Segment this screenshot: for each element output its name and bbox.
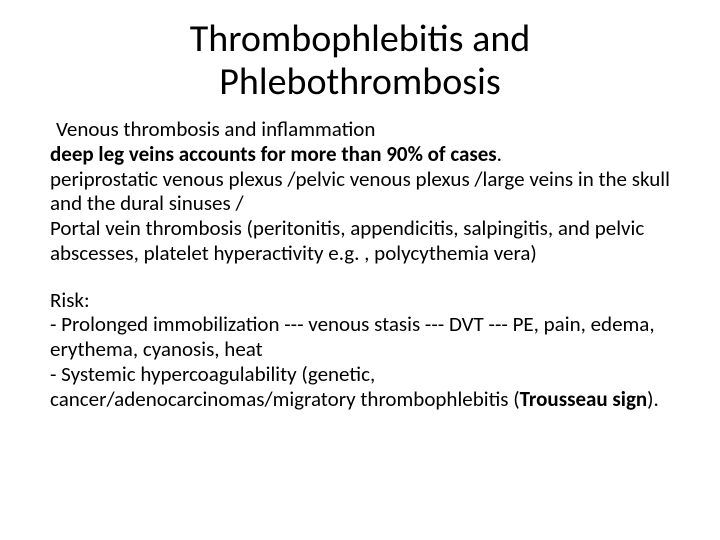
body-line-7: - Systemic hypercoagulability (genetic, … (50, 362, 670, 412)
body-line-7a: - Systemic hypercoagulability (genetic, … (50, 361, 520, 412)
body-line-6: - Prolonged immobilization --- venous st… (50, 312, 670, 362)
body-line-5: Risk: (50, 288, 670, 313)
paragraph-gap (50, 266, 670, 288)
title-line-1: Thrombophlebitis and (190, 16, 531, 62)
title-line-2: Phlebothrombosis (219, 59, 500, 105)
slide-body: Venous thrombosis and inflammation deep … (50, 117, 670, 411)
body-line-3: periprostatic venous plexus /pelvic veno… (50, 167, 670, 217)
slide-title: Thrombophlebitis and Phlebothrombosis (50, 18, 670, 103)
body-line-1: Venous thrombosis and inflammation (50, 117, 670, 142)
body-line-2: deep leg veins accounts for more than 90… (50, 142, 670, 167)
body-line-2-tail: . (497, 141, 502, 167)
body-line-2-bold: deep leg veins accounts for more than 90… (50, 141, 497, 167)
body-line-7b: Trousseau sign (520, 386, 648, 412)
body-line-4: Portal vein thrombosis (peritonitis, app… (50, 216, 670, 266)
slide: Thrombophlebitis and Phlebothrombosis Ve… (0, 0, 720, 540)
body-line-7c: ). (647, 386, 659, 412)
